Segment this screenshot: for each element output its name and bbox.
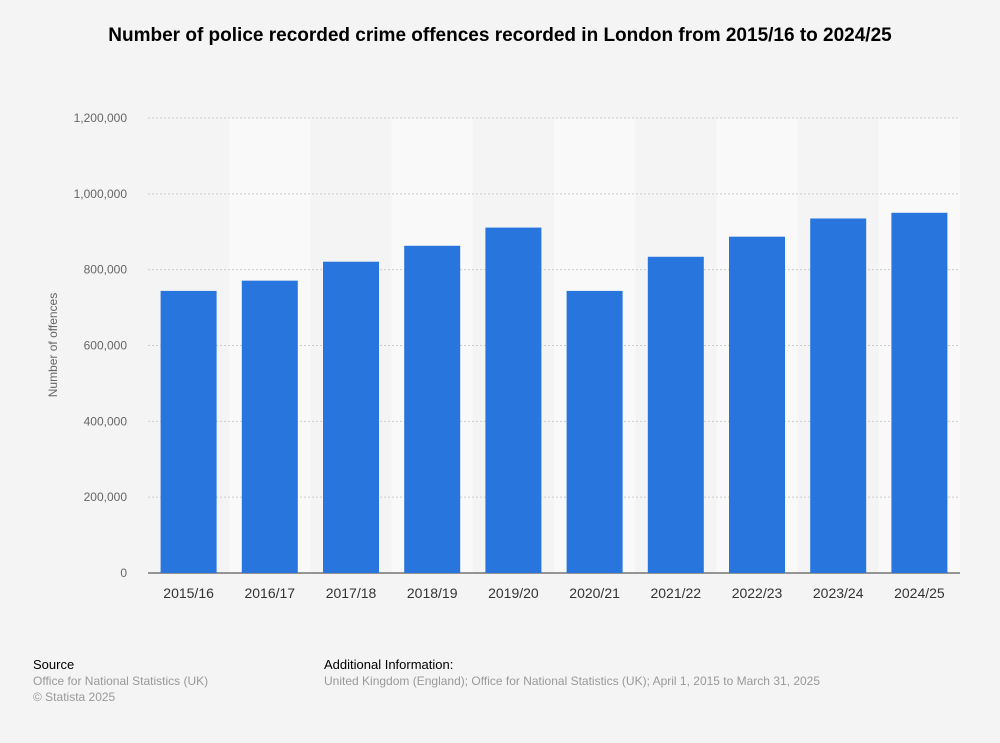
x-tick-label: 2020/21 bbox=[569, 585, 620, 601]
bar bbox=[241, 280, 298, 573]
x-tick-label: 2019/20 bbox=[488, 585, 539, 601]
source-text: Office for National Statistics (UK) bbox=[33, 674, 209, 688]
y-axis-label: Number of offences bbox=[46, 293, 60, 398]
source-heading: Source bbox=[33, 657, 75, 672]
bar bbox=[323, 261, 379, 573]
bar bbox=[485, 227, 542, 573]
x-tick-label: 2016/17 bbox=[244, 585, 295, 601]
bar bbox=[891, 212, 948, 573]
y-tick-label: 0 bbox=[120, 566, 127, 580]
x-tick-label: 2022/23 bbox=[732, 585, 783, 601]
y-tick-label: 1,000,000 bbox=[74, 187, 128, 201]
x-tick-label: 2017/18 bbox=[326, 585, 377, 601]
copyright: © Statista 2025 bbox=[33, 690, 116, 704]
y-tick-label: 200,000 bbox=[84, 490, 128, 504]
chart-title: Number of police recorded crime offences… bbox=[108, 25, 892, 46]
x-tick-label: 2023/24 bbox=[813, 585, 864, 601]
source-block: Source Office for National Statistics (U… bbox=[33, 657, 208, 705]
bar bbox=[404, 245, 461, 573]
y-tick-label: 1,200,000 bbox=[74, 111, 128, 125]
bar bbox=[566, 290, 623, 573]
additional-info-block: Additional Information: United Kingdom (… bbox=[324, 657, 820, 689]
y-tick-label: 400,000 bbox=[84, 414, 128, 428]
x-tick-label: 2018/19 bbox=[407, 585, 458, 601]
x-tick-label: 2021/22 bbox=[650, 585, 701, 601]
bar bbox=[729, 236, 785, 573]
y-tick-label: 800,000 bbox=[84, 263, 128, 277]
bar-chart: 0 200,000 400,000 600,000 800,000 1,000,000 1,… bbox=[46, 111, 960, 601]
x-tick-label: 2015/16 bbox=[163, 585, 214, 601]
y-tick-label: 600,000 bbox=[84, 339, 128, 353]
bar bbox=[160, 290, 217, 573]
bar bbox=[810, 218, 867, 573]
info-heading: Additional Information: bbox=[324, 657, 454, 672]
info-text: United Kingdom (England); Office for Nat… bbox=[324, 674, 821, 688]
bar bbox=[647, 256, 704, 573]
x-tick-label: 2024/25 bbox=[894, 585, 945, 601]
